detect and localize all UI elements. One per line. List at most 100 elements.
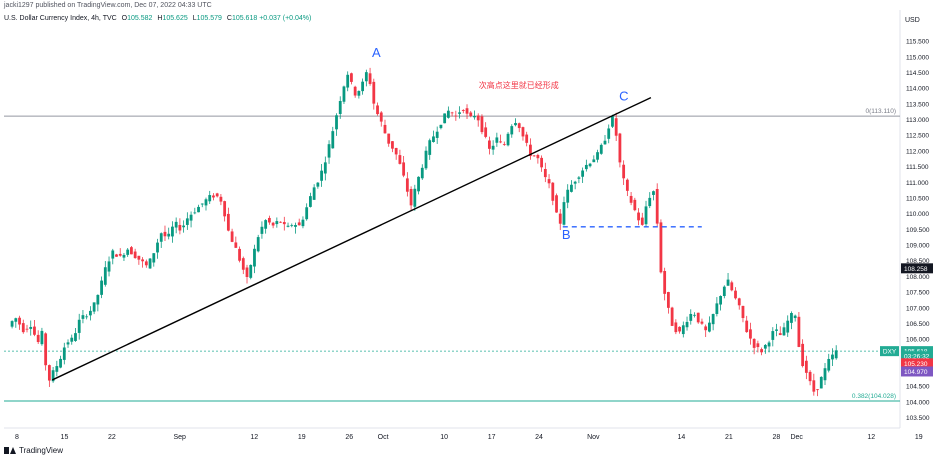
candle-body [529,144,532,157]
candle-body [502,144,506,145]
candle-body [245,267,249,278]
candle-body [204,199,208,206]
candle-body [271,222,275,226]
candle-body [704,326,708,331]
candle-body [432,136,435,143]
y-tick-label: 114.000 [906,86,929,93]
candle-body [633,199,637,211]
candle-body [446,110,450,118]
candle-body [137,255,141,260]
candle-body [331,131,335,149]
candle-body [465,108,469,114]
candle-body [264,220,268,229]
symbol-name[interactable]: U.S. Dollar Currency Index, 4h, TVC [4,15,117,22]
tradingview-logo-icon [4,447,16,454]
price-tag: 108.258 [904,266,928,273]
symbol-legend: U.S. Dollar Currency Index, 4h, TVC O105… [4,15,311,22]
candle-body [689,313,693,321]
candle-body [323,162,327,174]
candle-body [346,74,350,88]
point-label-c[interactable]: C [619,89,628,104]
candle-body [148,258,152,269]
candle-body [405,178,409,192]
candle-body [62,347,66,360]
close-label: C [226,15,232,22]
candle-body [558,213,562,224]
candle-body [193,212,197,214]
point-label-a[interactable]: A [372,45,381,60]
candle-body [648,197,652,207]
candle-body [275,221,279,225]
candle-body [812,380,816,392]
candle-body [171,226,174,237]
candle-body [693,314,696,316]
candle-body [126,249,130,255]
candle-body [103,267,107,285]
candle-body [267,217,271,223]
candle-body [663,270,667,294]
candle-body [226,213,230,231]
candle-body [156,242,159,253]
candle-body [36,334,40,343]
price-tag: 105.230 [904,361,928,368]
candle-body [495,137,499,143]
candle-body [655,188,659,224]
candle-body [752,338,756,348]
chinese-annotation[interactable]: 次高点这里就已经形成 [479,80,559,90]
candle-body [439,124,443,129]
price-tag: 03:26:32 [904,354,930,361]
x-tick-label: 19 [298,434,306,441]
candle-body [200,203,204,205]
y-tick-label: 106.000 [906,337,930,344]
candle-body [33,326,36,335]
candle-body [234,242,238,248]
y-tick-label: 115.500 [906,39,929,46]
x-tick-label: 12 [867,434,875,441]
candle-body [547,179,551,184]
candle-body [342,86,346,102]
tradingview-logo[interactable]: TradingView [4,446,63,455]
candle-body [219,196,223,202]
candle-body [413,188,417,207]
y-tick-label: 106.500 [906,321,930,328]
candle-body [659,222,663,273]
candle-body [47,365,51,381]
x-tick-label: Nov [587,434,600,441]
candle-body [312,187,316,200]
currency-label: USD [905,17,920,24]
candle-body [212,195,215,198]
point-label-b[interactable]: B [562,227,571,242]
candle-body [215,193,219,197]
candle-body [540,157,544,168]
y-tick-label: 114.500 [906,70,929,77]
candle-body [387,133,391,144]
candle-body [681,325,685,335]
candle-body [767,342,771,347]
candle-body [118,253,122,256]
candle-body [700,321,704,324]
candle-body [745,320,749,333]
candle-body [163,231,167,237]
candle-body [402,162,406,176]
candle-body [618,133,622,163]
x-tick-label: Dec [790,434,803,441]
candle-body [715,303,719,314]
y-tick-label: 112.500 [906,133,929,140]
candle-body [420,167,424,179]
candle-body [81,315,85,319]
candle-body [372,81,376,104]
candle-body [678,326,681,332]
trendline[interactable] [51,96,652,381]
price-tag-bg [901,358,933,369]
candle-body [719,296,722,305]
y-tick-label: 104.500 [906,384,930,391]
y-tick-label: 107.500 [906,290,930,297]
candle-body [111,250,115,259]
candle-body [834,350,838,359]
candle-body [174,221,178,228]
candle-body [749,329,752,339]
candle-body [562,202,566,225]
candle-body [320,170,323,181]
x-tick-label: 8 [15,434,19,441]
